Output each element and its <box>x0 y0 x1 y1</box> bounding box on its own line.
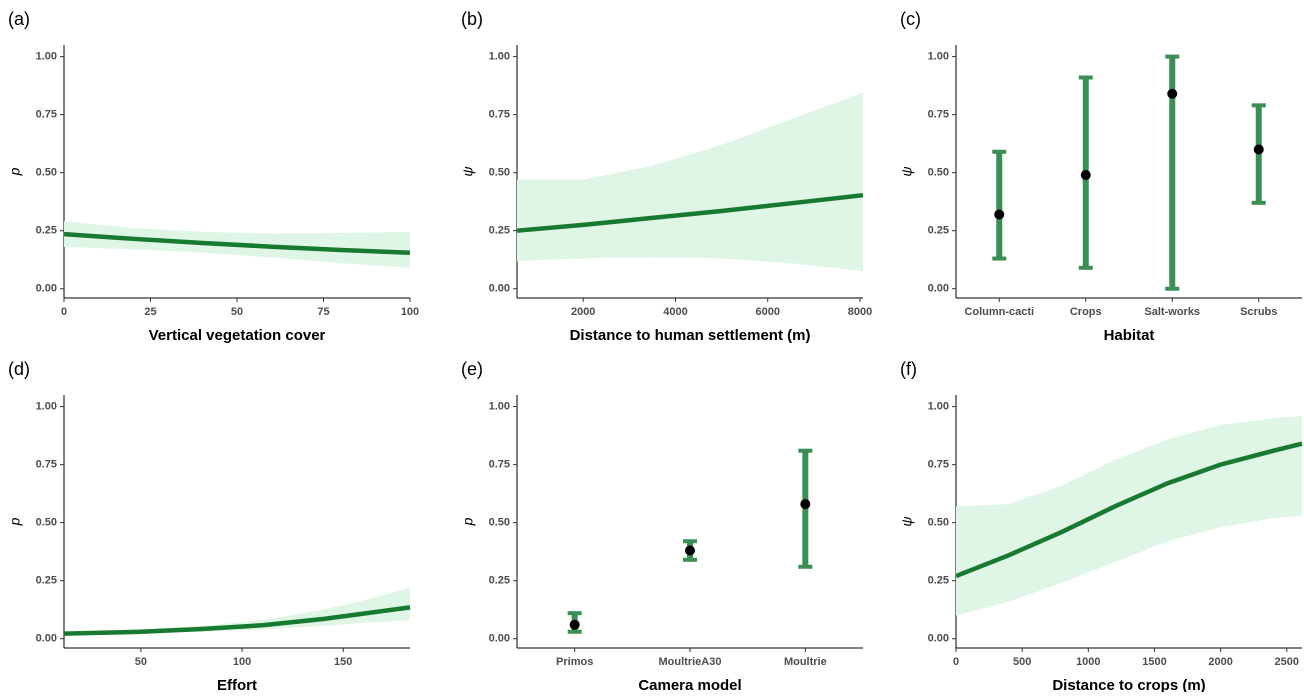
y-tick-label: 0.25 <box>36 225 57 237</box>
x-tick-label: 4000 <box>663 306 687 318</box>
y-tick-label: 0.25 <box>489 225 510 237</box>
y-tick-label: 1.00 <box>928 51 949 63</box>
y-tick-label: 0.75 <box>489 459 510 471</box>
y-tick-label: 0.75 <box>928 459 949 471</box>
y-tick-label: 0.25 <box>928 575 949 587</box>
x-tick-label: MoultrieA30 <box>659 656 722 668</box>
x-tick-label: Moultrie <box>784 656 827 668</box>
x-tick-label: 1000 <box>1076 656 1100 668</box>
point <box>570 620 580 630</box>
y-tick-label: 1.00 <box>36 51 57 63</box>
x-tick-label: 6000 <box>755 306 779 318</box>
x-axis-label: Distance to human settlement (m) <box>570 327 811 344</box>
point <box>994 209 1004 219</box>
y-tick-label: 0.00 <box>36 283 57 295</box>
y-tick-label: 0.75 <box>36 109 57 121</box>
panel: (b) 0.00 0.25 0.50 0.75 1.00 ψ Distance to huma… <box>460 9 873 344</box>
x-tick-label: 50 <box>231 306 243 318</box>
x-tick-label: 50 <box>135 656 147 668</box>
panel-label: (c) <box>900 9 921 29</box>
confidence-band <box>517 93 863 272</box>
y-tick-label: 0.00 <box>489 283 510 295</box>
y-tick-label: 0.75 <box>489 109 510 121</box>
x-tick-label: 2500 <box>1275 656 1299 668</box>
x-tick-label: 100 <box>401 306 419 318</box>
x-tick-label: 25 <box>144 306 156 318</box>
panel-label: (b) <box>461 9 483 29</box>
x-tick-label: 100 <box>233 656 251 668</box>
x-axis-label: Distance to crops (m) <box>1052 677 1205 692</box>
y-tick-label: 0.50 <box>489 517 510 529</box>
x-tick-label: 75 <box>317 306 329 318</box>
y-axis-label: p <box>460 517 476 526</box>
panel: (e) 0.00 0.25 0.50 0.75 1.00 p Camera model Prim… <box>460 359 863 692</box>
x-tick-label: 150 <box>334 656 352 668</box>
y-tick-label: 0.50 <box>928 167 949 179</box>
x-tick-label: 500 <box>1013 656 1031 668</box>
x-tick-label: Scrubs <box>1240 306 1277 318</box>
point <box>1254 144 1264 154</box>
y-axis-label: ψ <box>899 166 915 176</box>
y-axis-label: ψ <box>460 166 476 176</box>
y-tick-label: 1.00 <box>489 51 510 63</box>
panel-label: (f) <box>900 359 917 379</box>
y-tick-label: 0.00 <box>489 633 510 645</box>
y-tick-label: 0.25 <box>489 575 510 587</box>
x-tick-label: 2000 <box>571 306 595 318</box>
y-tick-label: 1.00 <box>928 401 949 413</box>
confidence-band <box>956 416 1302 616</box>
x-tick-label: Crops <box>1070 306 1102 318</box>
figure: (a) 0.00 0.25 0.50 0.75 1.00 p Vertical vegetat… <box>0 0 1304 692</box>
y-tick-label: 0.00 <box>928 283 949 295</box>
y-tick-label: 0.75 <box>928 109 949 121</box>
y-tick-label: 0.50 <box>489 167 510 179</box>
y-axis-label: ψ <box>899 516 915 526</box>
point <box>1081 170 1091 180</box>
x-tick-label: Salt-works <box>1144 306 1200 318</box>
panel-label: (a) <box>8 9 30 29</box>
x-axis-label: Camera model <box>638 677 741 692</box>
panel: (a) 0.00 0.25 0.50 0.75 1.00 p Vertical vegetat… <box>7 9 419 344</box>
y-tick-label: 0.25 <box>928 225 949 237</box>
y-tick-label: 0.00 <box>928 633 949 645</box>
y-tick-label: 0.50 <box>36 517 57 529</box>
y-tick-label: 0.00 <box>36 633 57 645</box>
panel: (c) 0.00 0.25 0.50 0.75 1.00 ψ Habitat Column-ca… <box>899 9 1302 344</box>
y-tick-label: 1.00 <box>489 401 510 413</box>
x-tick-label: Primos <box>556 656 593 668</box>
y-tick-label: 0.50 <box>928 517 949 529</box>
y-tick-label: 0.25 <box>36 575 57 587</box>
y-tick-label: 0.50 <box>36 167 57 179</box>
x-tick-label: 1500 <box>1142 656 1166 668</box>
y-tick-label: 1.00 <box>36 401 57 413</box>
panel-label: (d) <box>8 359 30 379</box>
point <box>1167 89 1177 99</box>
panel: (f) 0.00 0.25 0.50 0.75 1.00 ψ Distance to crop… <box>899 359 1302 692</box>
x-tick-label: Column-cacti <box>964 306 1034 318</box>
y-axis-label: p <box>7 517 23 526</box>
y-axis-label: p <box>7 167 23 176</box>
point <box>685 546 695 556</box>
x-axis-label: Vertical vegetation cover <box>149 327 326 344</box>
x-axis-label: Habitat <box>1104 327 1155 344</box>
x-tick-label: 0 <box>953 656 959 668</box>
point <box>800 499 810 509</box>
y-tick-label: 0.75 <box>36 459 57 471</box>
x-tick-label: 2000 <box>1208 656 1232 668</box>
x-tick-label: 8000 <box>848 306 872 318</box>
x-axis-label: Effort <box>217 677 257 692</box>
x-tick-label: 0 <box>61 306 67 318</box>
panel: (d) 0.00 0.25 0.50 0.75 1.00 p Effort 50 100 150 <box>7 359 410 692</box>
panel-label: (e) <box>461 359 483 379</box>
